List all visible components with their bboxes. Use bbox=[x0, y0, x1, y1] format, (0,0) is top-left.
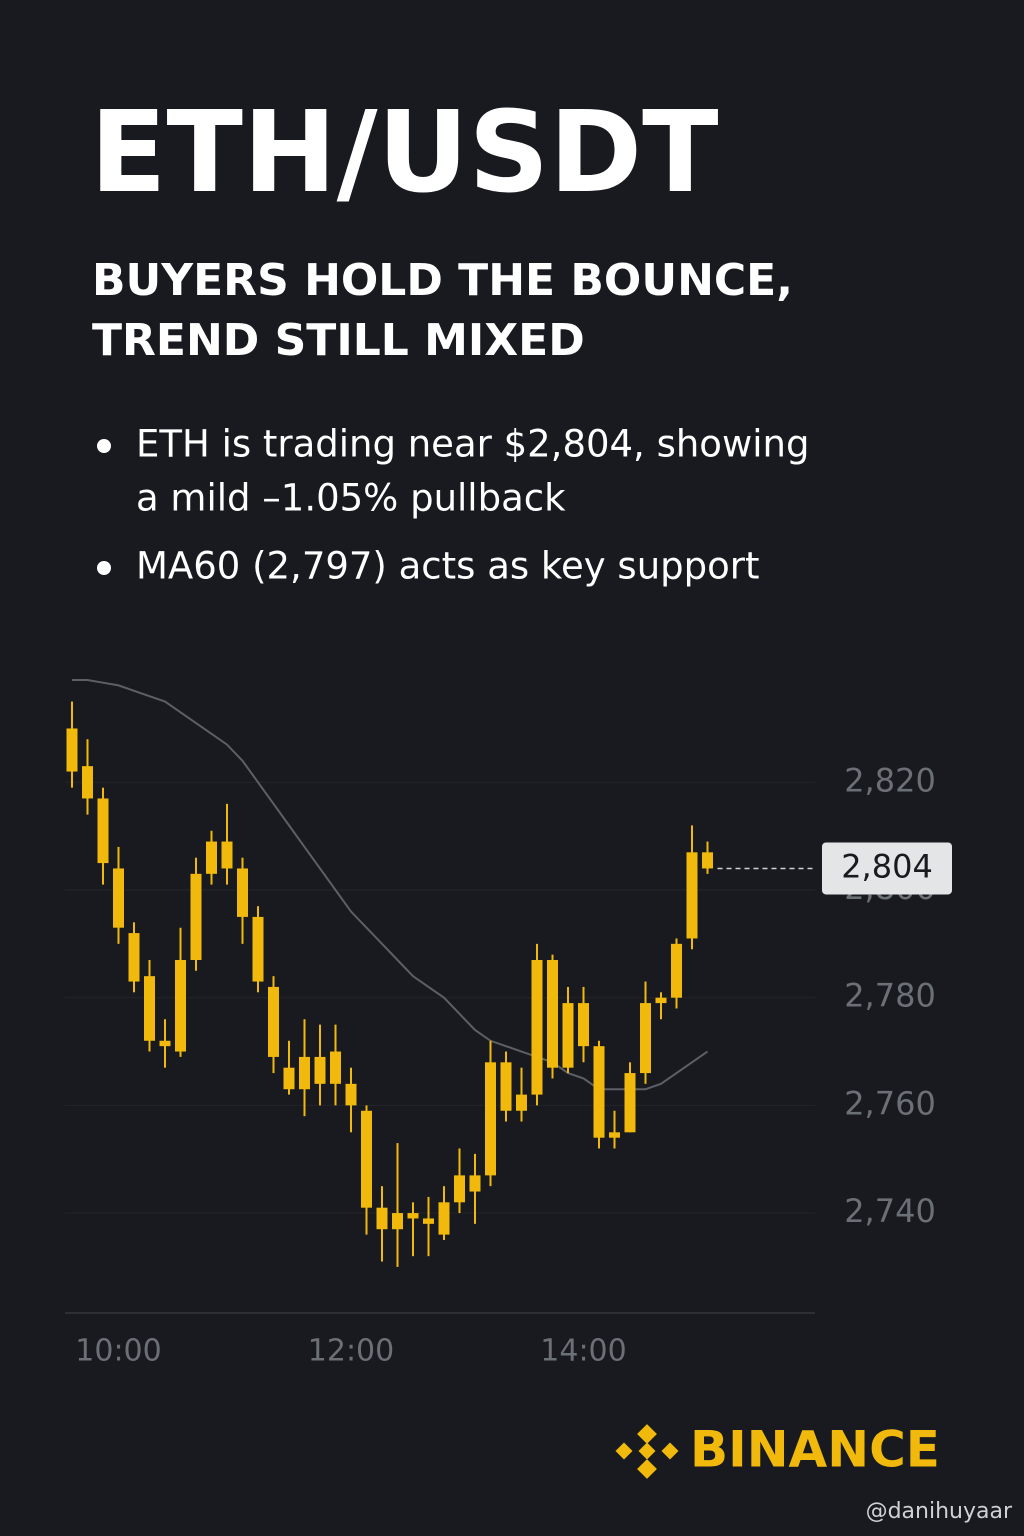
y-tick-label: 2,760 bbox=[844, 1084, 936, 1122]
candle-body bbox=[283, 1067, 295, 1090]
candle-body bbox=[97, 798, 109, 864]
candle-body bbox=[113, 868, 124, 928]
candle-body bbox=[671, 943, 682, 998]
bullet-dot bbox=[97, 439, 111, 453]
bullet-text: ETH is trading near $2,804, showing bbox=[136, 423, 809, 466]
candle-body bbox=[438, 1202, 450, 1235]
candle-body bbox=[314, 1056, 326, 1084]
candle-body bbox=[702, 852, 713, 869]
bullet-text: MA60 (2,797) acts as key support bbox=[136, 545, 760, 588]
bullet-dot bbox=[97, 561, 111, 575]
binance-logo bbox=[615, 1424, 679, 1479]
candle-body bbox=[655, 997, 667, 1004]
candle-body bbox=[361, 1110, 372, 1208]
candle-body bbox=[392, 1213, 403, 1230]
candle-body bbox=[578, 1003, 589, 1047]
candle-body bbox=[159, 1040, 171, 1047]
candle-body bbox=[190, 873, 202, 960]
candle-body bbox=[330, 1051, 341, 1084]
candle-body bbox=[423, 1218, 434, 1224]
candle-body bbox=[407, 1213, 419, 1219]
candle-body bbox=[562, 1003, 574, 1068]
candle-body bbox=[128, 933, 140, 982]
y-tick-label: 2,780 bbox=[844, 977, 936, 1015]
candle-body bbox=[485, 1062, 496, 1176]
title: ETH/USDT bbox=[90, 88, 719, 218]
candle-body bbox=[345, 1083, 357, 1106]
candle-body bbox=[268, 986, 279, 1057]
candle-body bbox=[640, 1003, 651, 1074]
subtitle: TREND STILL MIXED bbox=[92, 315, 585, 366]
brand: BINANCE bbox=[690, 1421, 940, 1479]
last-price-label: 2,804 bbox=[841, 847, 933, 885]
x-tick-label: 10:00 bbox=[75, 1334, 161, 1369]
x-tick-label: 12:00 bbox=[308, 1334, 394, 1369]
candle-body bbox=[206, 841, 217, 874]
candle-body bbox=[376, 1207, 388, 1230]
candle-body bbox=[500, 1062, 512, 1111]
candle-body bbox=[593, 1046, 605, 1138]
candle-body bbox=[547, 960, 558, 1068]
candle-body bbox=[237, 868, 248, 917]
subtitle: BUYERS HOLD THE BOUNCE, bbox=[92, 255, 793, 306]
candle-body bbox=[609, 1132, 620, 1138]
candle-body bbox=[175, 960, 186, 1052]
candle-body bbox=[66, 728, 78, 772]
candle-body bbox=[531, 960, 543, 1095]
candle-body bbox=[454, 1175, 465, 1203]
candle-body bbox=[624, 1073, 636, 1133]
last-price-box bbox=[822, 842, 952, 895]
candle-body bbox=[686, 852, 698, 939]
y-tick-label: 2,740 bbox=[844, 1192, 936, 1230]
candle-body bbox=[252, 916, 264, 982]
candle-body bbox=[82, 766, 93, 799]
bullet-text: a mild –1.05% pullback bbox=[136, 477, 566, 520]
candle-body bbox=[144, 976, 155, 1041]
y-tick-label: 2,820 bbox=[844, 761, 936, 799]
watermark: @danihuyaar bbox=[866, 1499, 1013, 1524]
candle-body bbox=[516, 1094, 527, 1111]
candle-body bbox=[221, 841, 233, 869]
candle-body bbox=[469, 1175, 481, 1192]
x-tick-label: 14:00 bbox=[540, 1334, 626, 1369]
candle-body bbox=[299, 1056, 310, 1090]
